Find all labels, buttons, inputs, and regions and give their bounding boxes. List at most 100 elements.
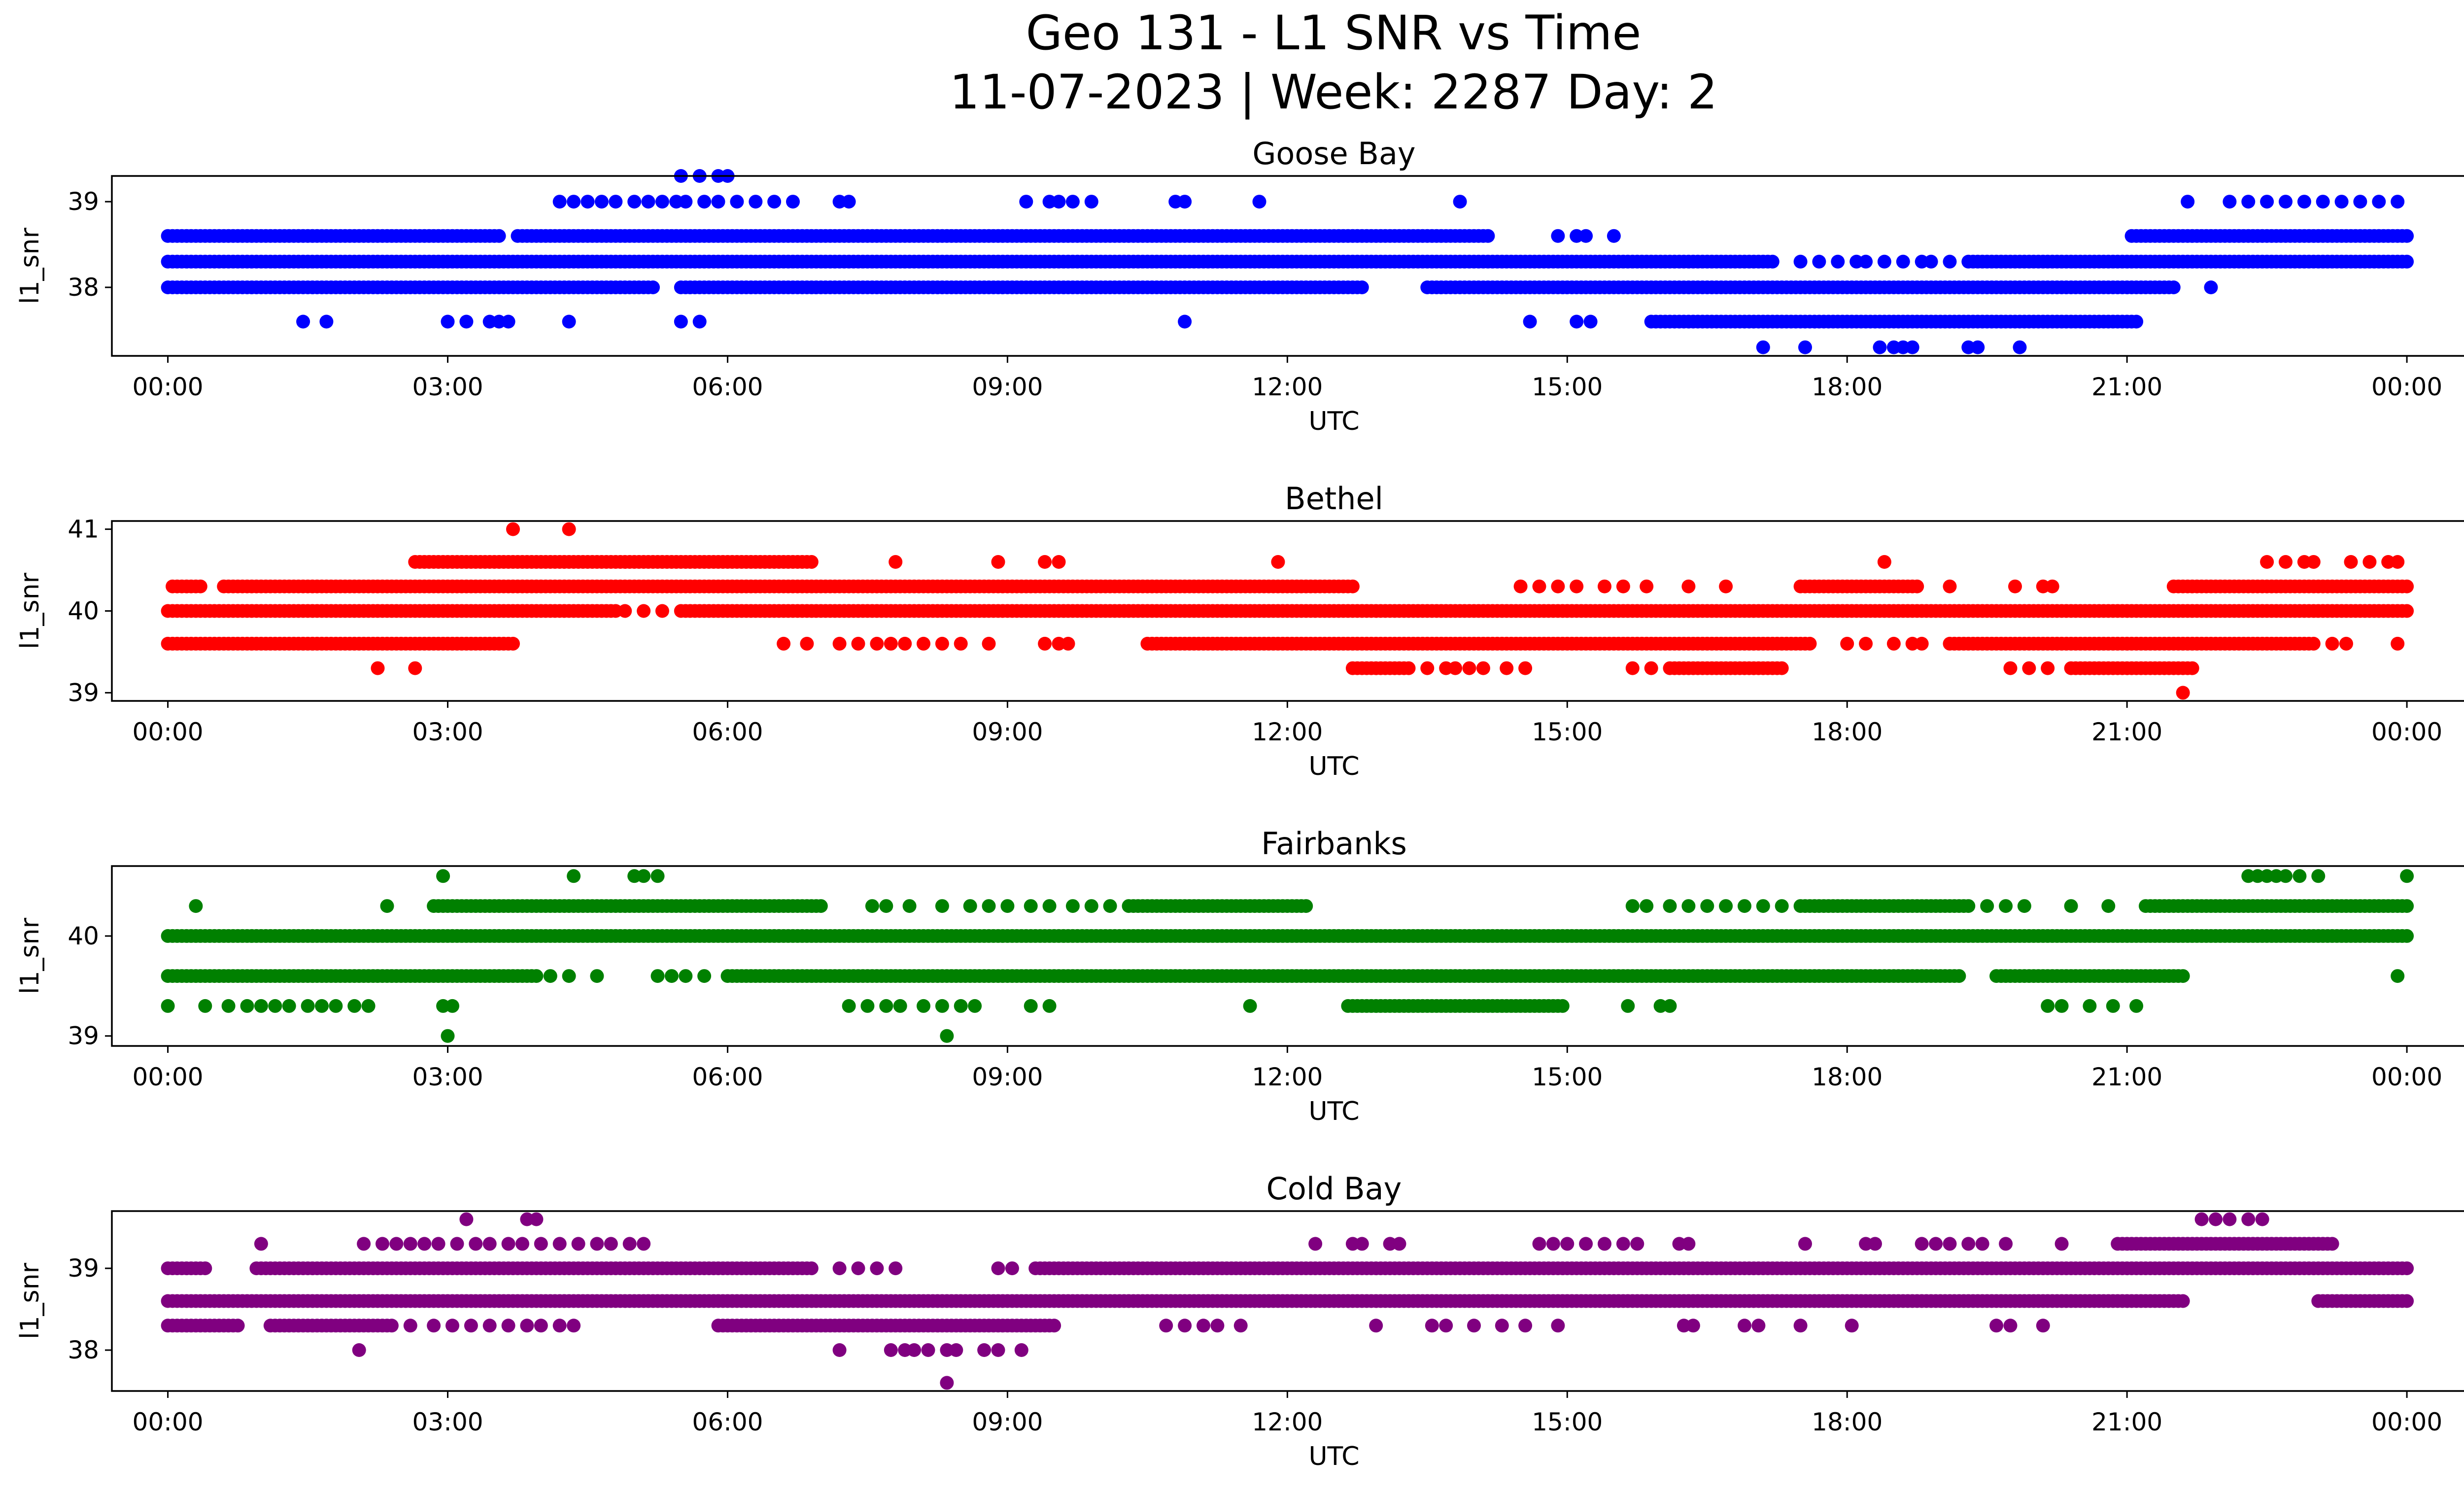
data-point xyxy=(2176,1294,2190,1308)
data-point xyxy=(1551,229,1565,243)
data-point xyxy=(1886,636,1901,651)
data-point xyxy=(2334,195,2349,209)
x-tick-label: 03:00 xyxy=(412,1063,483,1091)
data-point xyxy=(529,969,544,983)
data-point xyxy=(618,604,632,618)
data-point xyxy=(954,999,968,1013)
data-point xyxy=(1961,899,1976,913)
axes-frame xyxy=(111,175,2464,357)
data-point xyxy=(1523,314,1537,329)
data-point xyxy=(2311,869,2326,883)
subplot-title: Cold Bay xyxy=(1266,1171,1402,1207)
x-tick-label: 09:00 xyxy=(972,718,1043,746)
data-point xyxy=(679,195,693,209)
data-point xyxy=(1355,280,1369,294)
data-point xyxy=(963,899,977,913)
scatter-points xyxy=(161,869,2414,1043)
data-point xyxy=(1681,899,1696,913)
data-point xyxy=(1252,195,1266,209)
data-point xyxy=(1024,899,1038,913)
x-tick-label: 09:00 xyxy=(972,1063,1043,1091)
x-tick-label: 00:00 xyxy=(2371,373,2442,401)
data-point xyxy=(2003,661,2018,675)
data-point xyxy=(2166,280,2181,294)
data-point xyxy=(1345,579,1360,593)
y-tick-label: 39 xyxy=(68,187,99,216)
data-point xyxy=(2279,555,2293,569)
data-point xyxy=(2129,314,2144,329)
y-axis-label: l1_snr xyxy=(15,227,45,304)
data-point xyxy=(2041,999,2055,1013)
data-point xyxy=(917,636,930,651)
data-point xyxy=(506,522,520,536)
data-point xyxy=(2353,195,2367,209)
x-tick-label: 00:00 xyxy=(133,718,204,746)
data-point xyxy=(198,999,212,1013)
data-point xyxy=(441,1029,455,1043)
data-point xyxy=(2064,899,2078,913)
data-point xyxy=(2045,579,2059,593)
data-point xyxy=(2101,899,2116,913)
x-tick-label: 21:00 xyxy=(2091,1063,2162,1091)
data-point xyxy=(1420,661,1435,675)
data-point xyxy=(2400,229,2414,243)
y-tick-label: 41 xyxy=(68,515,99,544)
data-point xyxy=(1896,254,1910,269)
y-tick-label: 39 xyxy=(68,678,99,707)
data-point xyxy=(641,195,655,209)
subplot-title: Bethel xyxy=(1285,481,1383,517)
x-tick-label: 00:00 xyxy=(2371,718,2442,746)
data-point xyxy=(1971,340,1985,354)
data-point xyxy=(1616,579,1630,593)
data-point xyxy=(2279,869,2293,883)
data-point xyxy=(581,195,595,209)
data-point xyxy=(767,195,782,209)
data-point xyxy=(786,195,800,209)
data-point xyxy=(492,229,506,243)
data-point xyxy=(1640,899,1654,913)
data-point xyxy=(1500,661,1514,675)
data-point xyxy=(804,555,819,569)
subplot-title: Fairbanks xyxy=(1261,826,1407,862)
data-point xyxy=(860,999,875,1013)
data-point xyxy=(1084,195,1098,209)
data-point xyxy=(1859,636,1873,651)
data-point xyxy=(851,636,865,651)
data-point xyxy=(697,195,712,209)
data-point xyxy=(650,969,665,983)
data-point xyxy=(1579,229,1593,243)
data-point xyxy=(674,314,688,329)
data-point xyxy=(679,969,693,983)
data-point xyxy=(1271,555,1285,569)
x-axis-label: UTC xyxy=(1308,752,1359,781)
data-point xyxy=(1924,254,1938,269)
x-tick-label: 21:00 xyxy=(2091,373,2162,401)
data-point xyxy=(982,636,996,651)
data-point xyxy=(2129,999,2144,1013)
data-point xyxy=(627,195,642,209)
data-point xyxy=(1700,899,1714,913)
data-point xyxy=(2400,604,2414,618)
data-point xyxy=(1038,555,1052,569)
data-point xyxy=(371,661,385,675)
data-point xyxy=(1877,254,1891,269)
data-point xyxy=(711,195,725,209)
data-point xyxy=(1178,314,1192,329)
data-point xyxy=(1103,899,1117,913)
data-point xyxy=(1065,899,1080,913)
data-point xyxy=(1980,899,1994,913)
data-point xyxy=(2017,899,2031,913)
data-point xyxy=(2022,661,2036,675)
data-point xyxy=(594,195,609,209)
data-point xyxy=(1681,579,1696,593)
data-point xyxy=(1859,254,1873,269)
y-tick-label: 38 xyxy=(68,273,99,302)
data-point xyxy=(240,999,254,1013)
data-point xyxy=(991,555,1005,569)
data-point xyxy=(1812,254,1826,269)
data-point xyxy=(1644,661,1658,675)
data-point xyxy=(893,999,907,1013)
data-point xyxy=(697,969,712,983)
